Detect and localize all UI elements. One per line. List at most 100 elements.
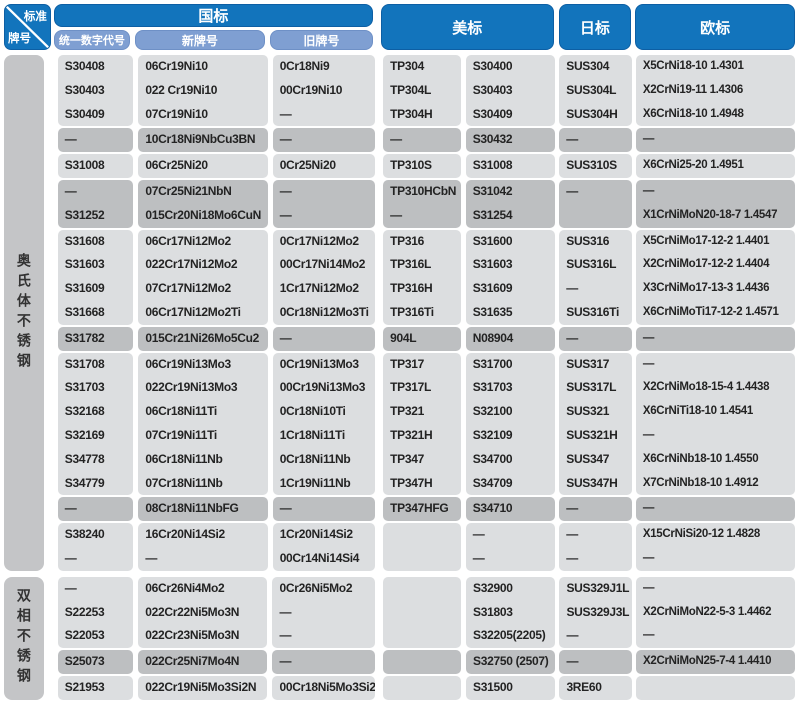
header-new-grade: 新牌号 [134, 30, 265, 50]
grade-cell: S31254 [465, 203, 556, 228]
grade-cell: 1Cr17Ni12Mo2 [272, 277, 376, 301]
grade-cell: S32169 [57, 423, 134, 448]
grade-cell: — [57, 576, 134, 601]
grade-cell: — [272, 326, 376, 351]
column-en-grade: — X2CrNiMoN22-5-3 1.4462— X2CrNiMoN25-7-4 … [635, 576, 795, 700]
grade-cell: X2CrNi19-11 1.4306 [635, 78, 795, 103]
column-uns-number: S32900 S31803 S32205(2205) S32750 (2507) S31… [466, 576, 556, 700]
grade-cell: 1Cr19Ni11Nb [272, 471, 376, 496]
grade-cell: X15CrNiSi20-12 1.4828 [635, 523, 795, 547]
grade-cell: S31042 [465, 179, 556, 204]
grade-cell: S31609 [465, 277, 556, 301]
grade-cell: X6CrNiTi18-10 1.4541 [635, 400, 795, 424]
grade-cell: — [465, 523, 556, 547]
grade-cell: TP304H [383, 102, 461, 127]
grade-cell: 07Cr19Ni10 [138, 102, 268, 127]
grade-cell: TP310S [383, 154, 461, 178]
grade-cell: — [57, 497, 134, 522]
grade-cell: 015Cr21Ni26Mo5Cu2 [138, 326, 268, 351]
grade-cell: — [635, 352, 795, 377]
grade-cell: TP316H [383, 277, 461, 301]
category-text: 双相不锈钢 [15, 588, 32, 689]
column-old-grade: 0Cr18Ni9 00Cr19Ni10— —0Cr25Ni20— —0Cr17Ni12… [272, 55, 376, 571]
grade-cell: 022Cr22Ni5Mo3N [138, 600, 268, 625]
grade-cell: SUS329J3L [559, 600, 632, 625]
column-astm-grade [383, 576, 461, 700]
grade-cell: S32109 [465, 423, 556, 448]
grade-cell: 00Cr18Ni5Mo3Si2 [272, 675, 376, 700]
grade-cell: — [272, 203, 376, 228]
column-jis-grade: SUS304 SUS304L SUS304H — SUS310S — SUS316 SUS31… [559, 55, 632, 571]
column-new-grade: 06Cr26Ni4Mo2 022Cr22Ni5Mo3N 022Cr23Ni5Mo3N… [138, 576, 268, 700]
grade-cell: — [635, 179, 795, 204]
grade-cell: — [465, 546, 556, 571]
grade-cell: 022Cr25Ni7Mo4N [138, 650, 268, 674]
grade-cell: S31500 [466, 675, 556, 700]
corner-header-cell: 标准 牌号 [4, 4, 51, 50]
grade-cell: TP316L [383, 253, 461, 278]
grade-cell: X3CrNiMo17-13-3 1.4436 [635, 277, 795, 301]
grade-cell: X1CrNiMoN20-18-7 1.4547 [635, 203, 795, 228]
grade-cell: S34710 [465, 497, 556, 522]
grade-cell [635, 675, 795, 700]
grade-cell: 0Cr18Ni10Ti [272, 400, 376, 424]
grade-cell: 00Cr19Ni10 [272, 78, 376, 103]
category-text: 奥氏体不锈钢 [15, 252, 32, 373]
grade-cell: 1Cr20Ni14Si2 [272, 523, 376, 547]
grade-cell: 06Cr17Ni12Mo2 [138, 229, 268, 254]
grade-cell: 0Cr18Ni11Nb [272, 447, 376, 472]
grade-cell: TP347HFG [383, 497, 461, 522]
grade-cell: SUS317L [559, 376, 632, 401]
grade-cell: TP316Ti [383, 300, 461, 325]
grade-cell: — [272, 600, 376, 625]
grade-cell: 10Cr18Ni9NbCu3BN [138, 128, 268, 153]
grade-cell: SUS304 [559, 55, 632, 79]
grade-cell: S34778 [57, 447, 134, 472]
grade-cell: S32205(2205) [466, 624, 556, 649]
section: 奥氏体不锈钢 S30408 S30403 S30409— S31008— S31252 S3… [4, 55, 795, 571]
grade-cell: — [383, 128, 461, 153]
grade-cell: — [635, 497, 795, 522]
grade-cell: — [559, 546, 632, 571]
column-unified-number-code: — S22253 S22053 S25073 S21953 [57, 576, 134, 700]
grade-cell: TP304L [383, 78, 461, 103]
grade-cell: SUS321H [559, 423, 632, 448]
grade-cell: 07Cr18Ni11Nb [138, 471, 268, 496]
grade-cell: S30403 [57, 78, 134, 103]
grade-cell: 0Cr19Ni13Mo3 [272, 352, 376, 377]
grade-cell: — [383, 203, 461, 228]
grade-cell: 06Cr26Ni4Mo2 [138, 576, 268, 601]
grade-cell: 07Cr19Ni11Ti [138, 423, 268, 448]
grade-cell: — [272, 102, 376, 127]
header-jp: 日标 [558, 4, 632, 50]
grade-cell: SUS317 [559, 352, 632, 377]
grade-cell: S25073 [57, 650, 134, 674]
grade-cell: S32750 (2507) [466, 650, 556, 674]
column-unified-number-code: S30408 S30403 S30409— S31008— S31252 S31608 S3… [57, 55, 134, 571]
grade-cell: TP317L [383, 376, 461, 401]
grade-cell: 07Cr25Ni21NbN [138, 179, 268, 204]
grade-cell [383, 600, 461, 625]
grade-cell: TP321H [383, 423, 461, 448]
grade-cell: — [559, 326, 632, 351]
grade-cell: 06Cr18Ni11Ti [138, 400, 268, 424]
grade-cell: — [57, 179, 134, 204]
grade-cell: — [559, 650, 632, 674]
grade-cell: S31703 [57, 376, 134, 401]
grade-cell: — [559, 523, 632, 547]
grade-cell: TP316 [383, 229, 461, 254]
grade-cell: TP304 [383, 55, 461, 79]
grade-cell: 904L [383, 326, 461, 351]
grade-cell: 0Cr26Ni5Mo2 [272, 576, 376, 601]
grade-cell: SUS316L [559, 253, 632, 278]
grade-cell: — [272, 128, 376, 153]
grade-cell: S31603 [465, 253, 556, 278]
grade-cell: X6CrNiMoTi17-12-2 1.4571 [635, 300, 795, 325]
grade-cell: 0Cr18Ni9 [272, 55, 376, 79]
grade-cell: S31782 [57, 326, 134, 351]
grade-cell: S32900 [466, 576, 556, 601]
grade-cell [383, 624, 461, 649]
grade-cell: SUS347H [559, 471, 632, 496]
grade-cell: SUS329J1L [559, 576, 632, 601]
